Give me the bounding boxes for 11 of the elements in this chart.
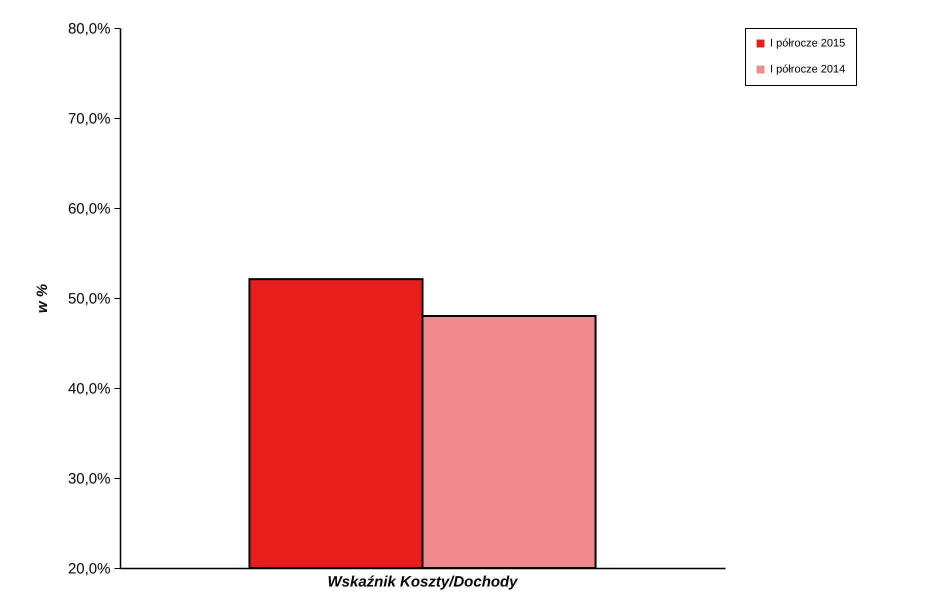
y-tick-label: 30,0% bbox=[68, 470, 110, 488]
y-tick-label: 50,0% bbox=[68, 290, 110, 308]
legend-label: I półrocze 2014 bbox=[770, 64, 846, 76]
y-tick-label: 20,0% bbox=[68, 560, 110, 578]
y-tick-label: 60,0% bbox=[68, 200, 110, 218]
legend-label: I półrocze 2015 bbox=[770, 38, 846, 50]
y-tick-label: 80,0% bbox=[68, 20, 110, 38]
x-tick-label: Wskaźnik Koszty/Dochody bbox=[327, 574, 518, 590]
y-tick-label: 40,0% bbox=[68, 380, 110, 398]
y-axis-title: w % bbox=[34, 284, 51, 314]
y-tick-label: 70,0% bbox=[68, 110, 110, 128]
